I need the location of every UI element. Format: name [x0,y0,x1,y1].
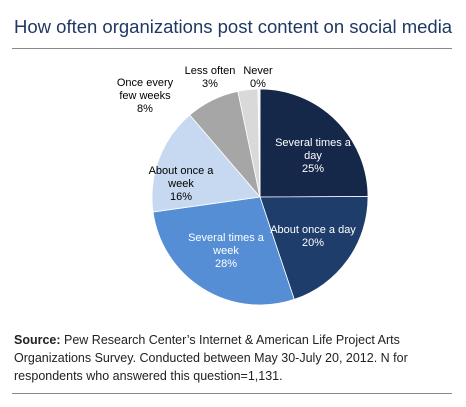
slice-name: week [167,178,194,190]
pie-slice [259,88,369,198]
slice-value: 3% [202,78,218,90]
slice-name: day [304,150,322,162]
slice-name: week [212,245,239,257]
slice-name: Several times a [275,137,352,149]
chart-title: How often organizations post content on … [14,16,453,37]
slice-name: About once a [149,165,215,177]
slice-label: Several times a day 25% [275,137,352,175]
slice-name: About once a day [270,224,356,236]
pie-slice [259,196,369,300]
slice-label: About once a week 16% [149,165,215,203]
top-divider [12,48,452,49]
slice-name: Once every [117,77,174,89]
pie-slice [151,114,261,213]
slice-name: few weeks [119,90,171,102]
slice-name: Less often [185,65,236,77]
pie-slice [257,88,261,198]
slice-label: Once every few weeks 8% [117,77,174,115]
source-text: Pew Research Center’s Internet & America… [14,333,408,383]
slice-value: 25% [302,163,324,175]
slice-value: 0% [250,78,266,90]
bottom-divider [12,393,452,394]
slice-value: 28% [215,258,237,270]
pie-chart: Several times a day 25%About once a day 20%… [117,65,369,306]
slice-value: 20% [302,237,324,249]
slice-name: Several times a [188,232,265,244]
slice-label: About once a day 20% [270,224,356,249]
slice-label: Several times a week 28% [188,232,265,270]
slice-name: Never [243,65,273,77]
pie-slice [152,196,295,306]
slice-value: 16% [170,191,192,203]
slice-label: Never 0% [243,65,273,90]
slice-label: Less often 3% [185,65,236,90]
slice-value: 8% [137,103,153,115]
source-label: Source: [14,333,61,347]
source-note: Source: Pew Research Center’s Internet &… [14,331,454,385]
